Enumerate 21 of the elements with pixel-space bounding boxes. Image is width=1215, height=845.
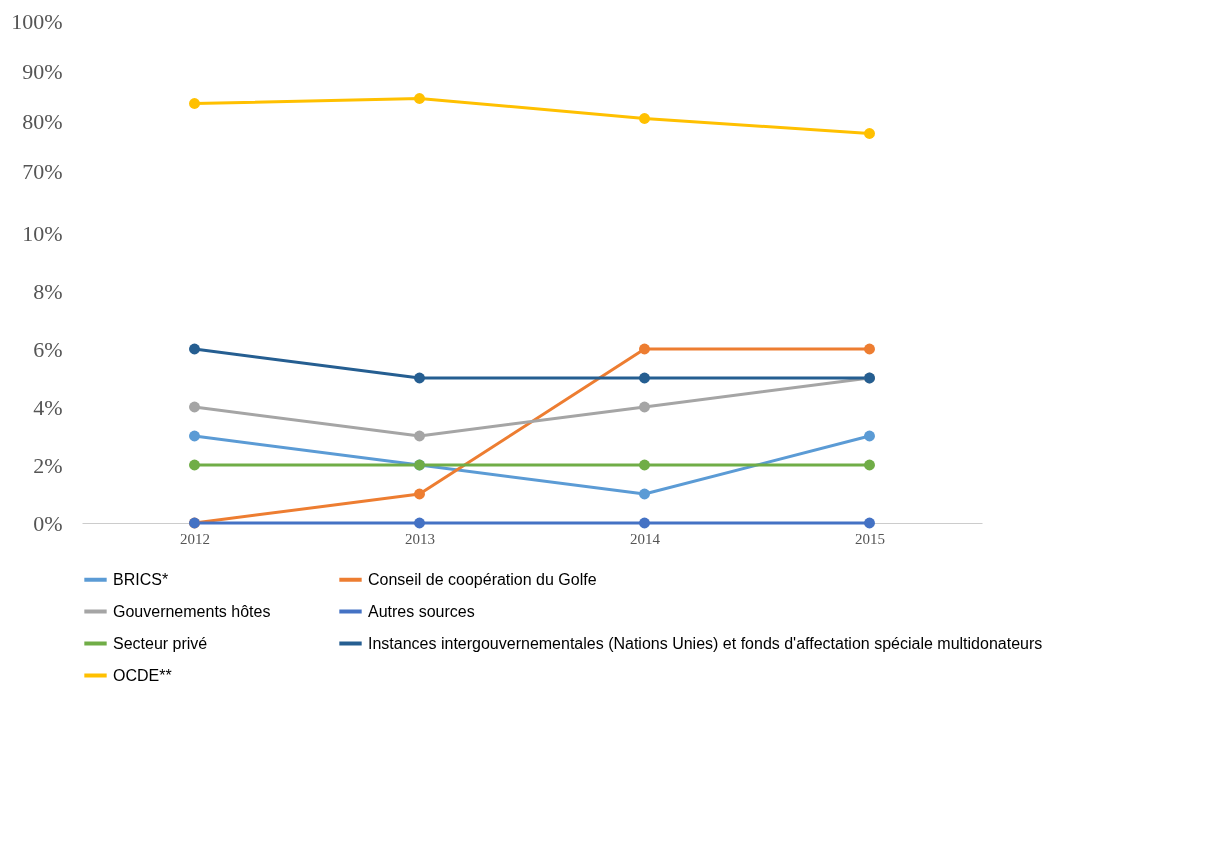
legend-label: Gouvernements hôtes [113, 602, 271, 620]
legend-label: Instances intergouvernementales (Nations Unies) et fonds d'affectation spéciale multidonateurs [368, 634, 1043, 652]
x-tick-label: 2012 [180, 530, 210, 547]
y-tick-label: 0% [33, 510, 63, 536]
x-tick-label: 2015 [855, 530, 885, 547]
y-tick-label: 4% [33, 394, 63, 420]
y-tick-label: 2% [33, 452, 63, 478]
y-tick-label: 80% [22, 108, 63, 134]
x-tick-label: 2014 [630, 530, 661, 547]
y-tick-label: 90% [22, 58, 63, 84]
y-tick-label: 6% [33, 336, 63, 362]
y-tick-label: 70% [22, 158, 63, 184]
legend-label: OCDE** [113, 666, 172, 684]
x-tick-label: 2013 [405, 530, 435, 547]
y-tick-label: 10% [22, 220, 63, 246]
legend-label: Secteur privé [113, 634, 208, 652]
y-tick-label: 8% [33, 278, 63, 304]
legend-label: Autres sources [368, 602, 475, 620]
legend-label: BRICS* [113, 570, 169, 588]
legend-label: Conseil de coopération du Golfe [368, 570, 597, 588]
y-tick-label: 100% [11, 8, 63, 34]
